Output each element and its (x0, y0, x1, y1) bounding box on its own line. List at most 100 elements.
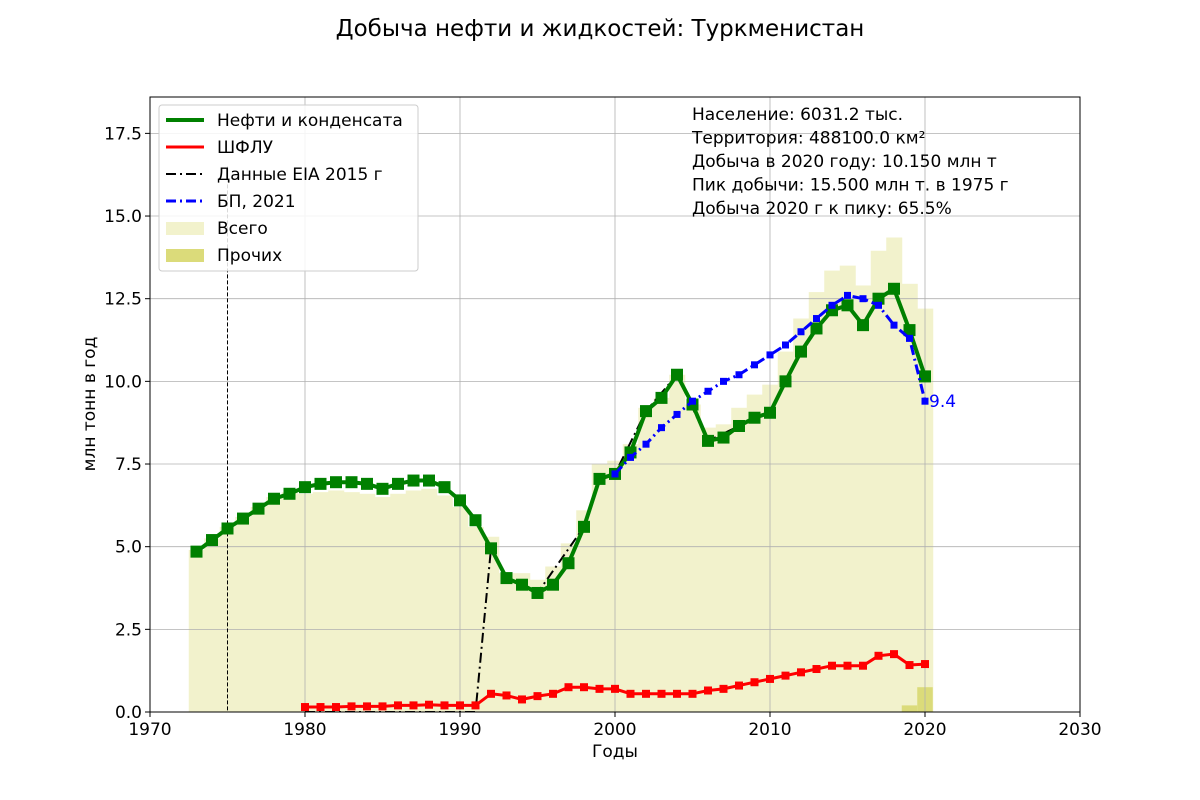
series-ngl-point (704, 686, 712, 695)
series-ngl-point (766, 674, 774, 683)
bar-total (529, 579, 546, 712)
info-line: Добыча 2020 г к пику: 65.5% (692, 199, 952, 219)
series-bp-point (844, 291, 851, 299)
series-oil-point (500, 572, 513, 585)
x-axis-label: Годы (592, 742, 638, 762)
legend-label: ШФЛУ (217, 138, 274, 158)
info-line: Добыча в 2020 году: 10.150 млн т (692, 152, 997, 172)
bar-total (436, 495, 453, 712)
series-oil-point (237, 512, 249, 525)
bar-total (576, 510, 593, 712)
series-ngl-point (595, 684, 604, 693)
x-tick-label: 1990 (438, 720, 481, 740)
bar-total (312, 492, 329, 712)
series-bp-point (859, 295, 867, 303)
series-bp-point (751, 361, 758, 369)
series-ngl-point (642, 689, 650, 698)
series-ngl-point (781, 671, 790, 680)
series-oil-point (330, 476, 342, 489)
series-bp-point (828, 301, 836, 309)
y-tick-label: 5.0 (115, 538, 142, 558)
series-ngl-point (859, 661, 867, 670)
series-ngl-point (843, 661, 852, 670)
series-ngl-point (905, 661, 914, 670)
series-oil-point (361, 477, 373, 490)
series-ngl-point (611, 684, 619, 693)
series-oil-point (454, 494, 466, 507)
series-bp-point (735, 371, 743, 379)
info-box: Население: 6031.2 тыс. Территория: 488100… (691, 105, 1009, 219)
series-oil-point (764, 406, 776, 419)
series-ngl-point (425, 700, 433, 709)
series-ngl-point (874, 651, 883, 660)
bar-total (793, 318, 810, 712)
bar-total (545, 566, 562, 712)
series-oil-point (268, 492, 280, 505)
x-tick-label: 1980 (283, 720, 326, 740)
bar-total (870, 250, 887, 712)
y-tick-label: 17.5 (104, 124, 142, 144)
series-bp-point (642, 440, 650, 448)
series-oil-point (190, 545, 203, 558)
series-ngl-point (735, 681, 743, 690)
legend: Нефти и конденсата ШФЛУ Данные EIA 2015 г Б… (158, 104, 419, 272)
bar-total (188, 549, 205, 712)
bar-total (746, 394, 763, 712)
series-ngl-point (797, 668, 805, 677)
bar-total (374, 497, 391, 712)
bar-total (684, 404, 701, 712)
series-oil-point (516, 578, 528, 591)
series-oil-point (469, 514, 482, 527)
series-oil-point (485, 542, 497, 555)
legend-swatch-total (166, 222, 204, 235)
series-oil-point (345, 476, 358, 489)
series-oil-point (314, 477, 327, 490)
series-oil-point (919, 370, 931, 383)
series-oil-point (872, 292, 885, 305)
y-tick-label: 7.5 (115, 455, 142, 475)
series-ngl-point (316, 703, 325, 712)
series-bp-point (890, 321, 898, 329)
series-oil-point (717, 431, 730, 444)
series-bp-point (689, 397, 696, 405)
series-ngl-point (890, 650, 898, 659)
bar-total (638, 407, 655, 712)
series-ngl-point (921, 660, 929, 669)
bar-total (235, 516, 252, 712)
x-tick-label: 2010 (748, 720, 791, 740)
info-line: Территория: 488100.0 км² (691, 129, 925, 149)
bar-total (700, 427, 717, 712)
bar-total (498, 573, 515, 712)
series-ngl-point (518, 695, 526, 704)
bar-total (886, 237, 903, 712)
bar-total (731, 407, 748, 712)
bar-total (343, 492, 360, 712)
series-ngl-point (363, 702, 371, 711)
y-axis-label: млн тонн в год (80, 337, 100, 472)
series-ngl-point (688, 689, 697, 698)
bar-total (250, 507, 267, 712)
series-ngl-point (332, 703, 340, 712)
series-oil-point (562, 557, 575, 570)
bar-total (653, 397, 670, 712)
series-oil-point (407, 474, 420, 487)
series-ngl-point (487, 689, 495, 698)
series-ngl-point (502, 691, 511, 700)
series-ngl-point (378, 702, 387, 711)
bar-total (281, 492, 298, 712)
series-oil-point (423, 474, 435, 487)
series-oil-point (888, 282, 900, 295)
series-ngl-point (828, 661, 836, 670)
x-tick-label: 1970 (128, 720, 171, 740)
x-tick-label: 2000 (593, 720, 636, 740)
legend-label: БП, 2021 (217, 192, 296, 212)
series-oil-point (640, 405, 652, 418)
bar-total (669, 374, 686, 712)
bar-total (824, 270, 841, 712)
series-oil-point (841, 299, 854, 312)
x-tick-label: 2030 (1058, 720, 1101, 740)
series-oil-point (733, 419, 745, 432)
plot-inner (150, 97, 1080, 712)
series-ngl-point (812, 665, 821, 674)
